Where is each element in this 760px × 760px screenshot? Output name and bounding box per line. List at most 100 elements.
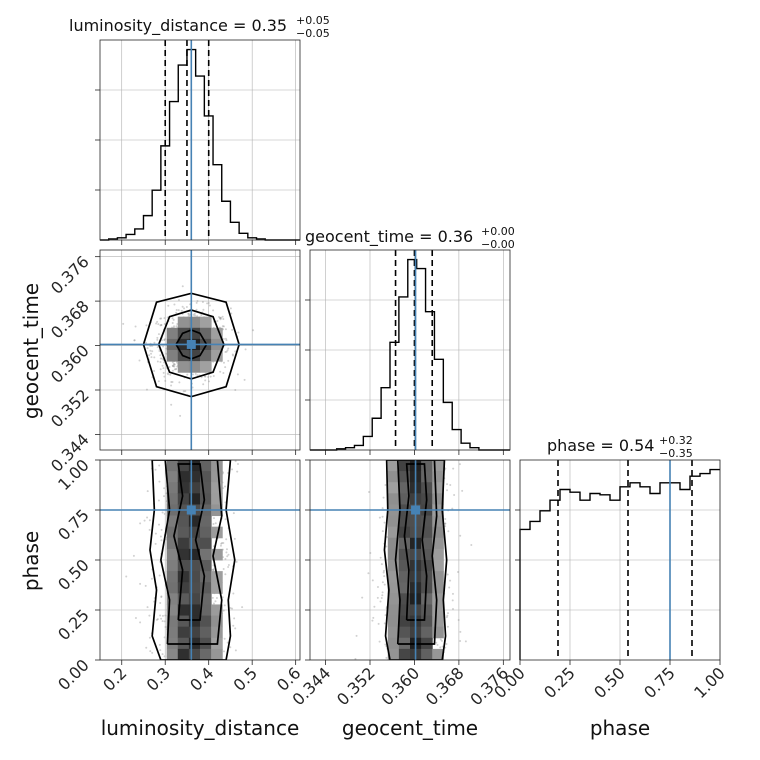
- density-cell: [188, 493, 201, 505]
- sample-point: [446, 612, 449, 615]
- density-cell: [398, 571, 411, 583]
- density-cell: [166, 493, 179, 505]
- sample-point: [214, 522, 217, 525]
- sample-point: [162, 367, 165, 370]
- density-cell: [432, 493, 444, 505]
- sample-point: [207, 375, 210, 378]
- sample-point: [166, 372, 169, 375]
- sample-point: [219, 370, 222, 373]
- sample-point: [378, 640, 381, 643]
- density-cell: [211, 582, 223, 594]
- sample-point: [163, 655, 166, 658]
- density-cell: [166, 482, 179, 494]
- sample-point: [144, 341, 147, 344]
- sample-point: [163, 620, 166, 623]
- sample-point: [451, 599, 454, 602]
- sample-point: [164, 614, 167, 617]
- contour-level-0: [403, 463, 428, 621]
- density-cell: [211, 526, 223, 539]
- sample-point: [162, 371, 165, 374]
- sample-point: [170, 403, 173, 406]
- sample-point: [150, 352, 153, 355]
- density-cell: [421, 560, 433, 572]
- xtick-label-luminosity_distance: 0.3: [143, 663, 174, 694]
- title-geocent-time-minus: −0.00: [481, 238, 515, 251]
- density-cell: [387, 471, 400, 483]
- density-cell: [432, 604, 444, 617]
- density-cell: [200, 560, 212, 572]
- sample-point: [160, 323, 163, 326]
- sample-point: [382, 569, 385, 572]
- sample-point: [172, 318, 175, 321]
- sample-point: [224, 328, 227, 331]
- title-phase-base: phase = 0.54: [547, 436, 654, 455]
- sample-point: [194, 372, 197, 375]
- sample-point: [439, 638, 442, 641]
- histogram-luminosity_distance: [100, 48, 300, 241]
- sample-point: [231, 607, 234, 610]
- sample-point: [171, 381, 174, 384]
- sample-point: [161, 653, 164, 656]
- sample-point: [355, 634, 358, 637]
- sample-point: [155, 618, 158, 621]
- sample-point: [162, 345, 165, 348]
- sample-point: [170, 384, 173, 387]
- density-cell: [211, 482, 223, 494]
- density-cell: [177, 626, 190, 639]
- ytick-label-geocent_time: 0.360: [47, 341, 93, 387]
- sample-point: [177, 309, 180, 312]
- sample-point: [234, 350, 237, 353]
- density-cell: [211, 604, 223, 617]
- sample-point: [178, 381, 181, 384]
- sample-point: [201, 301, 204, 304]
- sample-point: [377, 622, 380, 625]
- density-cell: [200, 327, 212, 340]
- sample-point: [212, 569, 215, 572]
- sample-point: [156, 346, 159, 349]
- contour-level-2: [383, 460, 448, 660]
- sample-point: [219, 317, 222, 320]
- sample-point: [220, 542, 223, 545]
- sample-point: [222, 567, 225, 570]
- sample-point: [160, 339, 163, 342]
- sample-point: [224, 558, 227, 561]
- sample-point: [217, 316, 220, 319]
- sample-point: [232, 512, 235, 515]
- sample-point: [171, 317, 174, 320]
- sample-point: [173, 365, 176, 368]
- density-cell: [432, 571, 444, 583]
- sample-point: [227, 553, 230, 556]
- sample-point: [125, 575, 128, 578]
- density-cell: [177, 515, 190, 528]
- histogram-phase: [519, 468, 720, 660]
- sample-point: [163, 323, 166, 326]
- sample-point: [221, 596, 224, 599]
- density-cell: [166, 537, 179, 550]
- xtick-label-geocent_time: 0.360: [377, 663, 423, 709]
- title-geocent-time-base: geocent_time = 0.36: [305, 227, 473, 247]
- sample-point: [214, 600, 217, 603]
- xlabel-phase: phase: [590, 716, 650, 740]
- sample-point: [182, 390, 185, 393]
- density-cell: [421, 526, 433, 539]
- sample-point: [470, 544, 473, 547]
- density-cell: [387, 648, 400, 660]
- sample-point: [173, 368, 176, 371]
- sample-point: [146, 490, 149, 493]
- hist-panel-luminosity-distance: [95, 39, 301, 245]
- sample-point: [202, 308, 205, 311]
- sample-point: [161, 364, 164, 367]
- ytick-label-phase: 0.00: [54, 655, 93, 694]
- sample-point: [170, 381, 173, 384]
- ytick-label-geocent_time: 0.376: [47, 252, 93, 298]
- sample-point: [449, 579, 452, 582]
- sample-point: [149, 344, 152, 347]
- density-cell: [166, 526, 179, 539]
- title-phase-minus: −0.35: [659, 447, 693, 460]
- density-cell: [421, 582, 433, 594]
- sample-point: [451, 608, 454, 611]
- density-cell: [421, 648, 433, 660]
- sample-point: [163, 317, 166, 320]
- sample-point: [173, 363, 176, 366]
- title-geocent-time-plus: +0.00: [481, 225, 515, 238]
